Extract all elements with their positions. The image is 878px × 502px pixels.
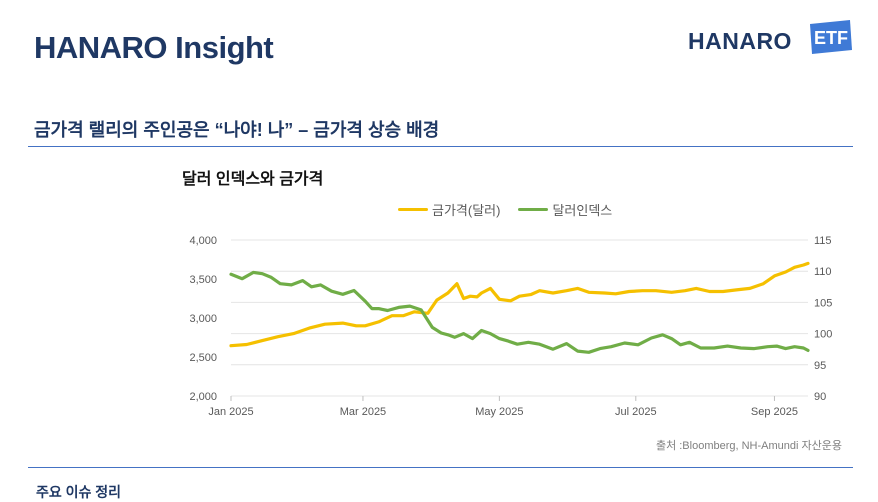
x-axis-tick-label: Sep 2025: [751, 406, 798, 418]
x-axis-tick-label: Mar 2025: [340, 406, 386, 418]
legend-item-gold: 금가격(달러): [398, 200, 500, 219]
left-axis-tick-label: 3,000: [189, 313, 217, 325]
left-axis-tick-label: 4,000: [189, 235, 217, 247]
logo-wordmark: HANARO: [688, 28, 792, 54]
x-axis-tick-label: May 2025: [475, 406, 523, 418]
left-axis-tick-label: 2,500: [189, 352, 217, 364]
chart-source: 출처 :Bloomberg, NH-Amundi 자산운용: [655, 440, 842, 452]
right-axis-tick-label: 95: [814, 360, 826, 372]
x-axis-tick-label: Jul 2025: [615, 406, 657, 418]
right-axis-tick-label: 90: [814, 391, 826, 403]
chart-legend: 금가격(달러) 달러인덱스: [398, 200, 612, 219]
x-axis-tick-label: Jan 2025: [208, 406, 253, 418]
legend-label-dxy: 달러인덱스: [552, 203, 613, 218]
section-divider-bottom: [28, 467, 853, 468]
right-axis-tick-label: 100: [814, 329, 832, 341]
right-axis-tick-label: 110: [814, 266, 832, 278]
legend-swatch-dxy: [518, 208, 549, 211]
dual-axis-line-chart: 90 95 100 105 110 115 2,000 2,500 3,000 3,500 4,00…: [189, 235, 832, 418]
chart-title: 달러 인덱스와 금가격: [182, 171, 324, 188]
etf-badge-label: ETF: [814, 28, 848, 48]
series-line-dollar-index: [229, 270, 810, 354]
etf-badge-icon: ETF: [810, 20, 852, 54]
legend-item-dxy: 달러인덱스: [518, 200, 612, 219]
section-subtitle: 금가격 랠리의 주인공은 “나야! 나” – 금가격 상승 배경: [34, 120, 440, 140]
left-axis-tick-label: 2,000: [189, 391, 217, 403]
legend-label-gold: 금가격(달러): [432, 203, 501, 218]
legend-swatch-gold: [398, 208, 428, 211]
section-divider-top: [28, 146, 853, 147]
right-axis-tick-label: 115: [814, 235, 832, 247]
page-title: HANARO Insight: [34, 30, 274, 65]
next-section-heading: 주요 이슈 정리: [36, 484, 122, 500]
series-line-gold: [229, 261, 810, 348]
left-axis-tick-label: 3,500: [189, 274, 217, 286]
right-axis-tick-label: 105: [814, 297, 832, 309]
